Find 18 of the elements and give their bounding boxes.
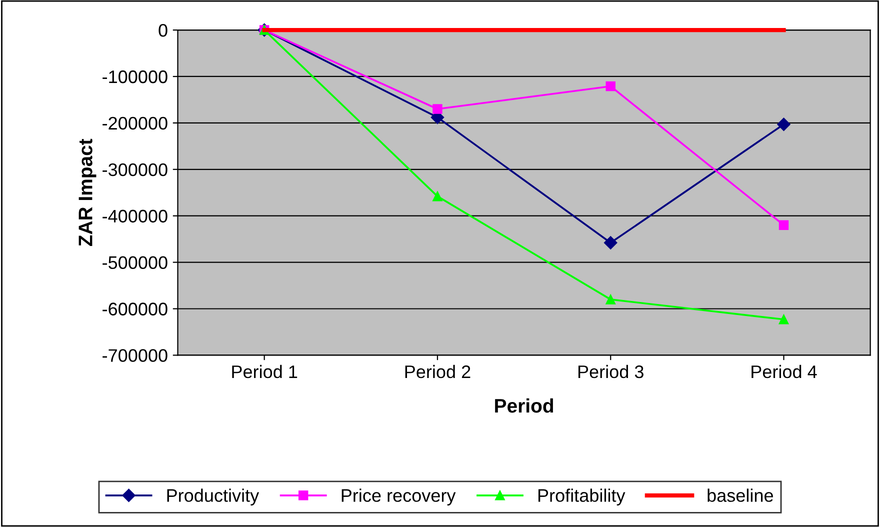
x-axis-title: Period (495, 398, 554, 413)
legend-label: Profitability (538, 488, 626, 506)
legend-label: Price recovery (342, 488, 456, 506)
y-tick-label: -200000 (102, 116, 168, 130)
x-tick-label: Period 2 (405, 364, 470, 378)
y-tick-label: -500000 (102, 256, 168, 270)
x-tick-label: Period 3 (578, 364, 644, 378)
y-axis-title: ZAR Impact (78, 138, 96, 246)
y-tick-label: -100000 (102, 70, 168, 84)
y-tick-label: -300000 (102, 163, 168, 176)
legend-label: Productivity (167, 488, 260, 506)
y-tick-label: -600000 (102, 302, 168, 316)
x-tick-label: Period 4 (752, 364, 817, 378)
x-tick-label: Period 1 (232, 364, 298, 378)
y-tick-label: -700000 (102, 349, 168, 362)
y-tick-label: 0 (158, 24, 168, 37)
legend-label: baseline (708, 488, 773, 502)
y-tick-label: -400000 (102, 210, 168, 223)
